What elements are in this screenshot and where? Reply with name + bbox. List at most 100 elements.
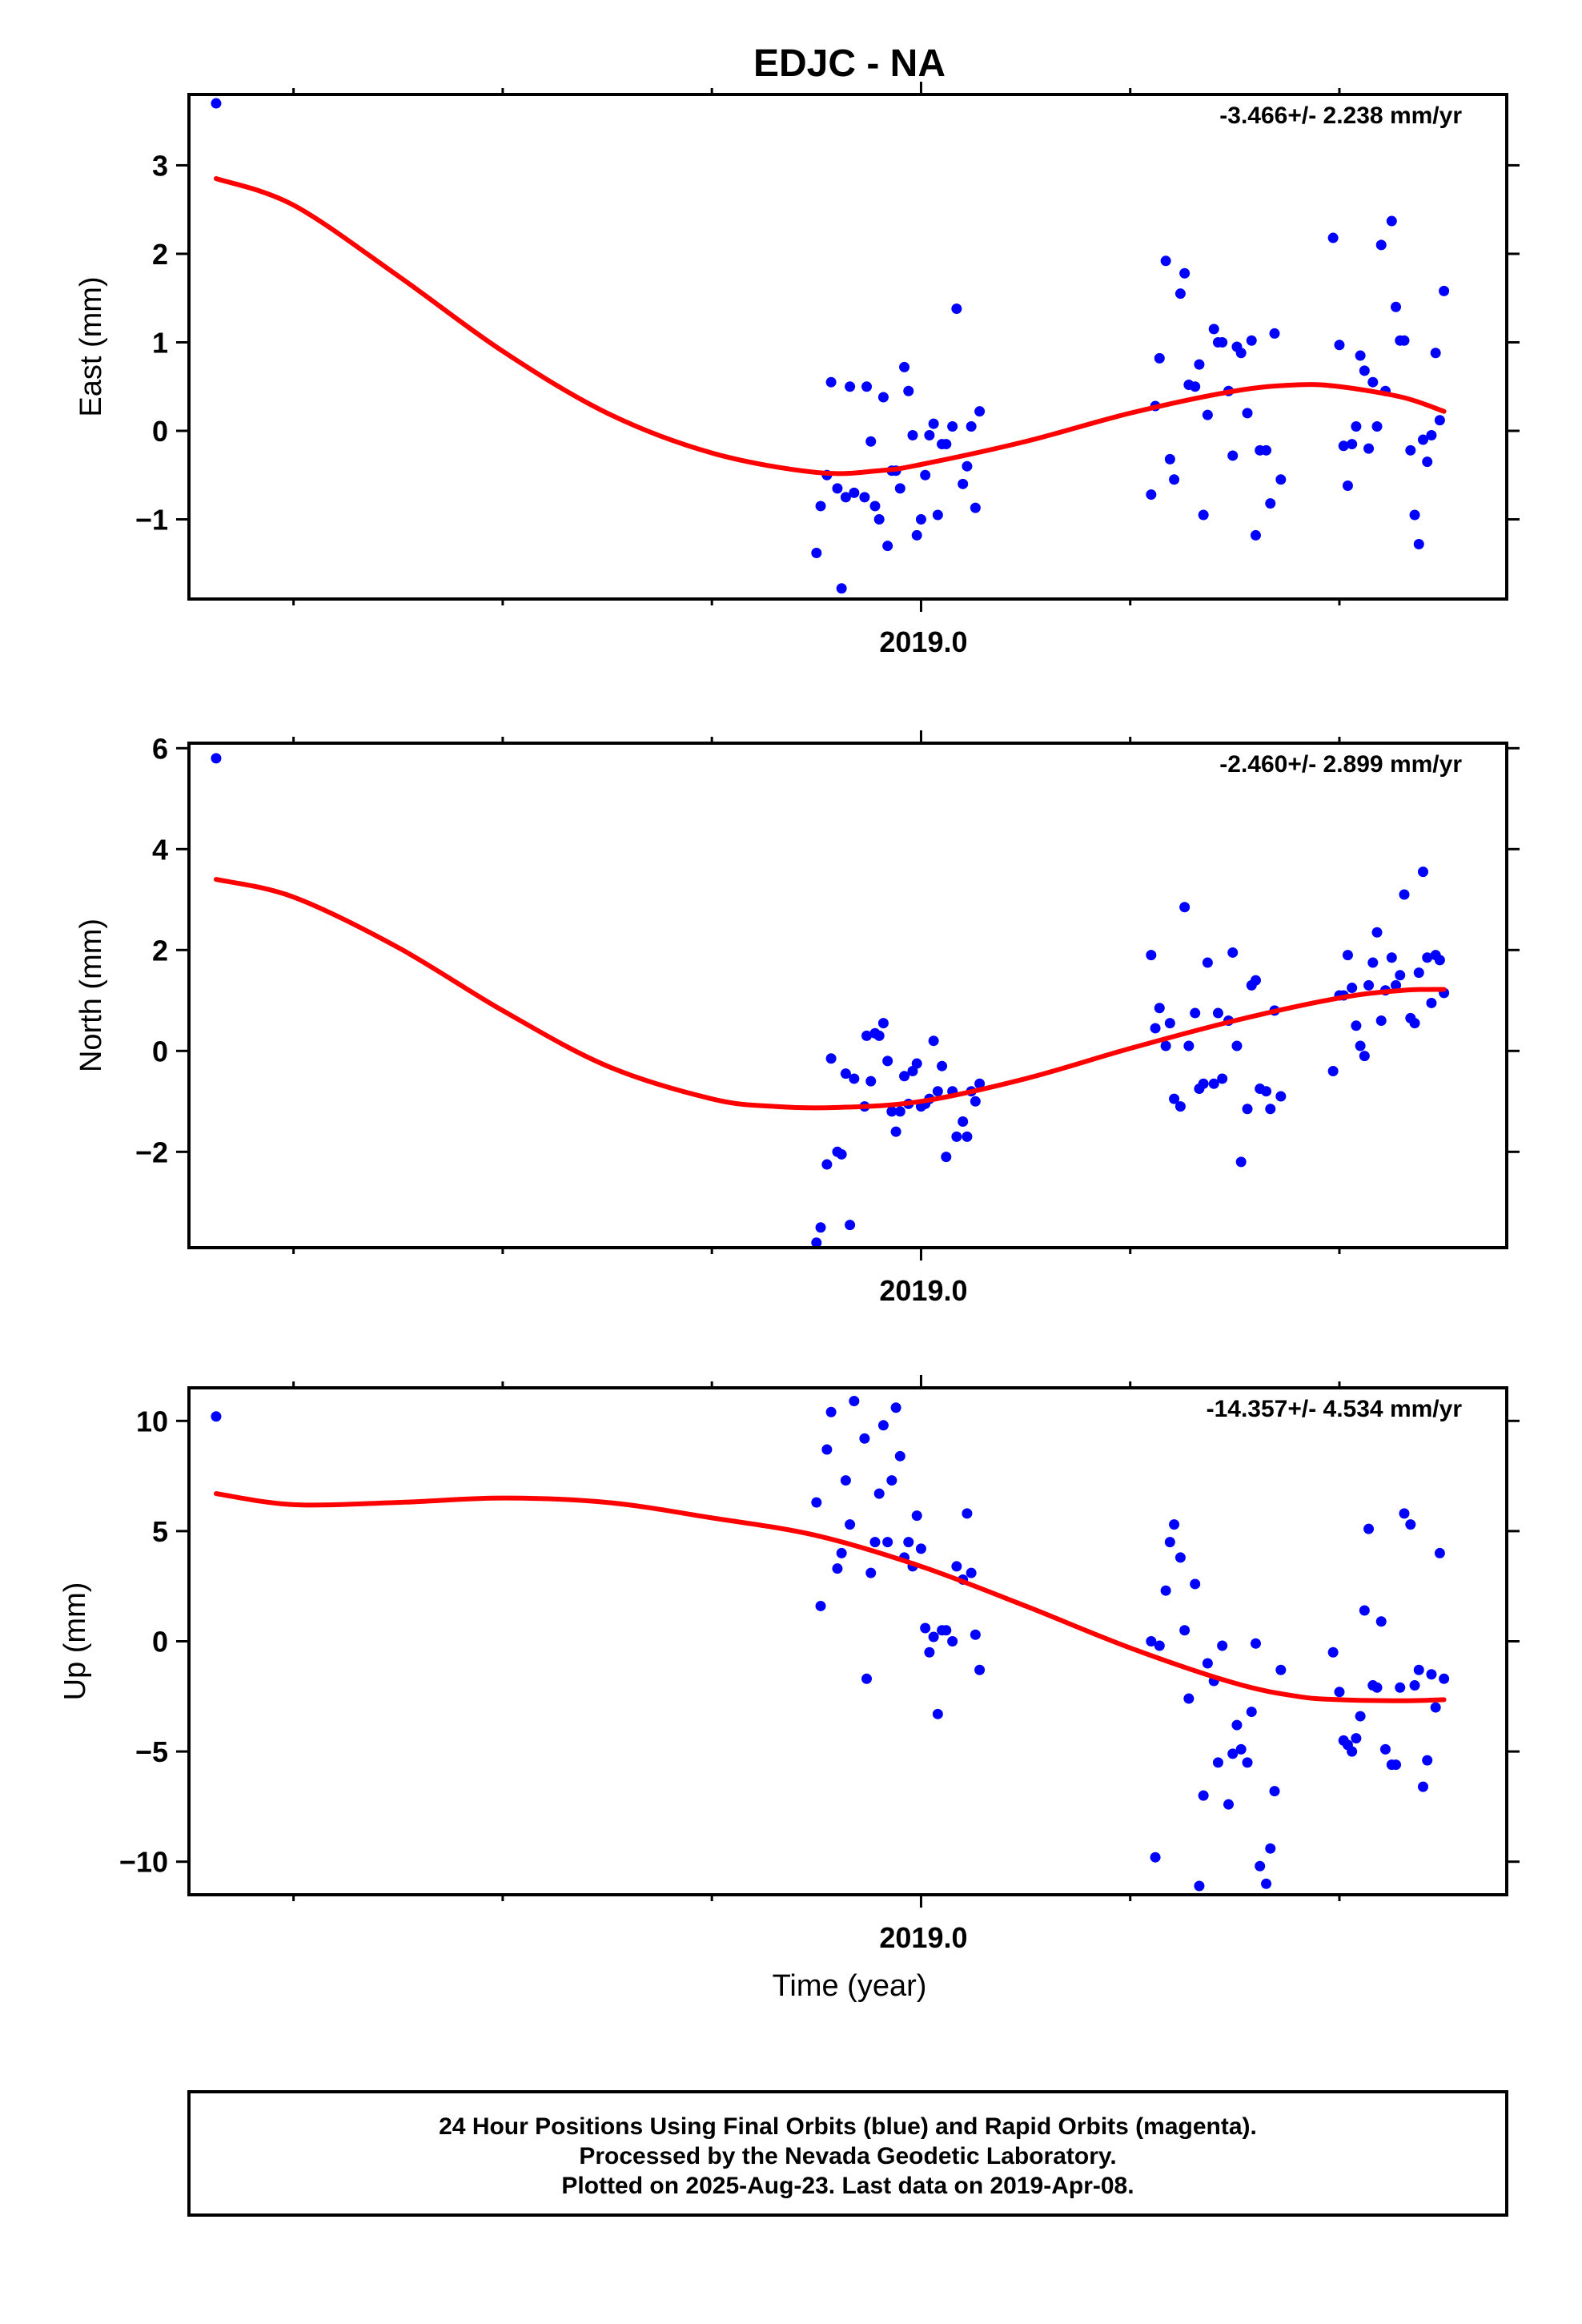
up-point-27 — [928, 1631, 939, 1642]
north-point-2 — [815, 1222, 826, 1233]
north-point-18 — [890, 1126, 901, 1137]
east-point-89 — [1430, 348, 1441, 359]
up-point-74 — [1363, 1523, 1375, 1534]
north-point-38 — [1146, 950, 1157, 961]
up-point-82 — [1399, 1508, 1410, 1519]
north-panel: −2 0 2 4 6 2019.0 North (mm) -2.460+/- 2.899 mm… — [74, 730, 1520, 1307]
east-point-62 — [1261, 444, 1272, 456]
north-point-17 — [886, 1106, 897, 1117]
up-point-91 — [1439, 1673, 1450, 1684]
east-point-72 — [1355, 350, 1366, 361]
north-point-7 — [840, 1068, 851, 1080]
up-point-85 — [1413, 1664, 1424, 1675]
east-point-1 — [811, 548, 822, 559]
up-point-66 — [1327, 1647, 1339, 1658]
east-point-32 — [951, 303, 962, 314]
up-panel: −10 −5 0 5 10 2019.0 Up (mm) -14.357+/- 4.534 m… — [58, 1375, 1520, 1954]
x-axis-label: Time (year) — [773, 1969, 927, 2003]
north-rate-label: -2.460+/- 2.899 mm/yr — [1219, 751, 1462, 778]
east-point-44 — [1174, 288, 1186, 300]
north-point-28 — [932, 1086, 943, 1097]
east-point-38 — [1146, 489, 1157, 501]
east-point-4 — [825, 376, 837, 388]
north-point-15 — [877, 1018, 889, 1029]
north-point-60 — [1250, 975, 1261, 986]
up-point-38 — [1146, 1636, 1157, 1647]
east-point-34 — [962, 460, 973, 472]
north-point-53 — [1217, 1073, 1228, 1084]
north-point-52 — [1212, 1007, 1223, 1019]
up-point-76 — [1371, 1682, 1383, 1693]
east-y-axis-label: East (mm) — [74, 276, 108, 416]
east-point-86 — [1417, 434, 1428, 445]
north-ytick-label-3: 4 — [152, 833, 168, 866]
east-point-47 — [1190, 381, 1201, 392]
east-point-22 — [907, 430, 918, 441]
north-point-42 — [1164, 1018, 1175, 1029]
figure-title: EDJC - NA — [753, 42, 946, 85]
footer-box — [187, 2090, 1508, 2217]
up-point-78 — [1379, 1743, 1391, 1755]
north-point-82 — [1399, 889, 1410, 900]
up-point-28 — [932, 1708, 943, 1719]
up-point-0 — [211, 1411, 222, 1422]
north-point-20 — [899, 1071, 910, 1082]
east-point-51 — [1208, 324, 1219, 335]
north-point-6 — [836, 1148, 847, 1160]
east-point-59 — [1246, 335, 1257, 346]
up-ytick-label-3: 5 — [152, 1515, 168, 1548]
east-point-37 — [974, 406, 986, 417]
up-point-57 — [1235, 1743, 1247, 1755]
north-point-79 — [1386, 952, 1397, 963]
north-point-57 — [1235, 1156, 1247, 1168]
up-point-62 — [1261, 1878, 1272, 1889]
up-point-26 — [924, 1647, 935, 1658]
up-point-77 — [1375, 1616, 1387, 1627]
north-point-33 — [958, 1116, 969, 1127]
up-point-2 — [815, 1600, 826, 1611]
north-point-73 — [1359, 1051, 1370, 1062]
east-point-66 — [1327, 232, 1339, 243]
up-point-32 — [951, 1561, 962, 1572]
east-panel: −1 0 1 2 3 2019.0 East (mm) -3.466+/- 2.238 mm/… — [74, 82, 1520, 658]
east-point-36 — [970, 502, 981, 513]
east-point-88 — [1426, 430, 1437, 441]
east-point-43 — [1169, 474, 1180, 485]
north-point-16 — [882, 1055, 893, 1067]
north-point-9 — [849, 1073, 860, 1084]
north-point-47 — [1190, 1007, 1201, 1019]
north-point-22 — [907, 1066, 918, 1076]
up-point-83 — [1405, 1519, 1416, 1530]
east-point-53 — [1217, 336, 1228, 348]
up-point-64 — [1269, 1786, 1280, 1797]
up-point-18 — [890, 1402, 901, 1413]
east-rate-label: -3.466+/- 2.238 mm/yr — [1219, 103, 1462, 129]
east-point-14 — [873, 514, 885, 525]
north-point-72 — [1355, 1040, 1366, 1051]
east-data — [211, 98, 1450, 594]
up-point-84 — [1409, 1680, 1420, 1691]
east-point-27 — [928, 418, 939, 429]
east-point-57 — [1235, 348, 1247, 359]
north-point-49 — [1198, 1078, 1209, 1089]
north-point-50 — [1202, 957, 1213, 968]
north-point-27 — [928, 1035, 939, 1047]
north-point-19 — [894, 1106, 905, 1117]
north-point-12 — [865, 1076, 877, 1087]
north-point-88 — [1426, 997, 1437, 1008]
east-point-67 — [1334, 340, 1345, 351]
north-point-77 — [1375, 1015, 1387, 1026]
north-point-62 — [1261, 1086, 1272, 1097]
up-point-39 — [1150, 1852, 1161, 1863]
north-xtick-label-0: 2019.0 — [879, 1274, 967, 1307]
up-point-70 — [1347, 1746, 1358, 1757]
north-point-3 — [821, 1159, 833, 1170]
up-point-6 — [836, 1547, 847, 1558]
up-point-9 — [849, 1396, 860, 1407]
up-point-1 — [811, 1497, 822, 1508]
up-point-88 — [1426, 1669, 1437, 1680]
east-point-42 — [1164, 453, 1175, 464]
east-point-68 — [1338, 440, 1349, 452]
north-point-0 — [211, 753, 222, 764]
north-point-34 — [962, 1131, 973, 1142]
